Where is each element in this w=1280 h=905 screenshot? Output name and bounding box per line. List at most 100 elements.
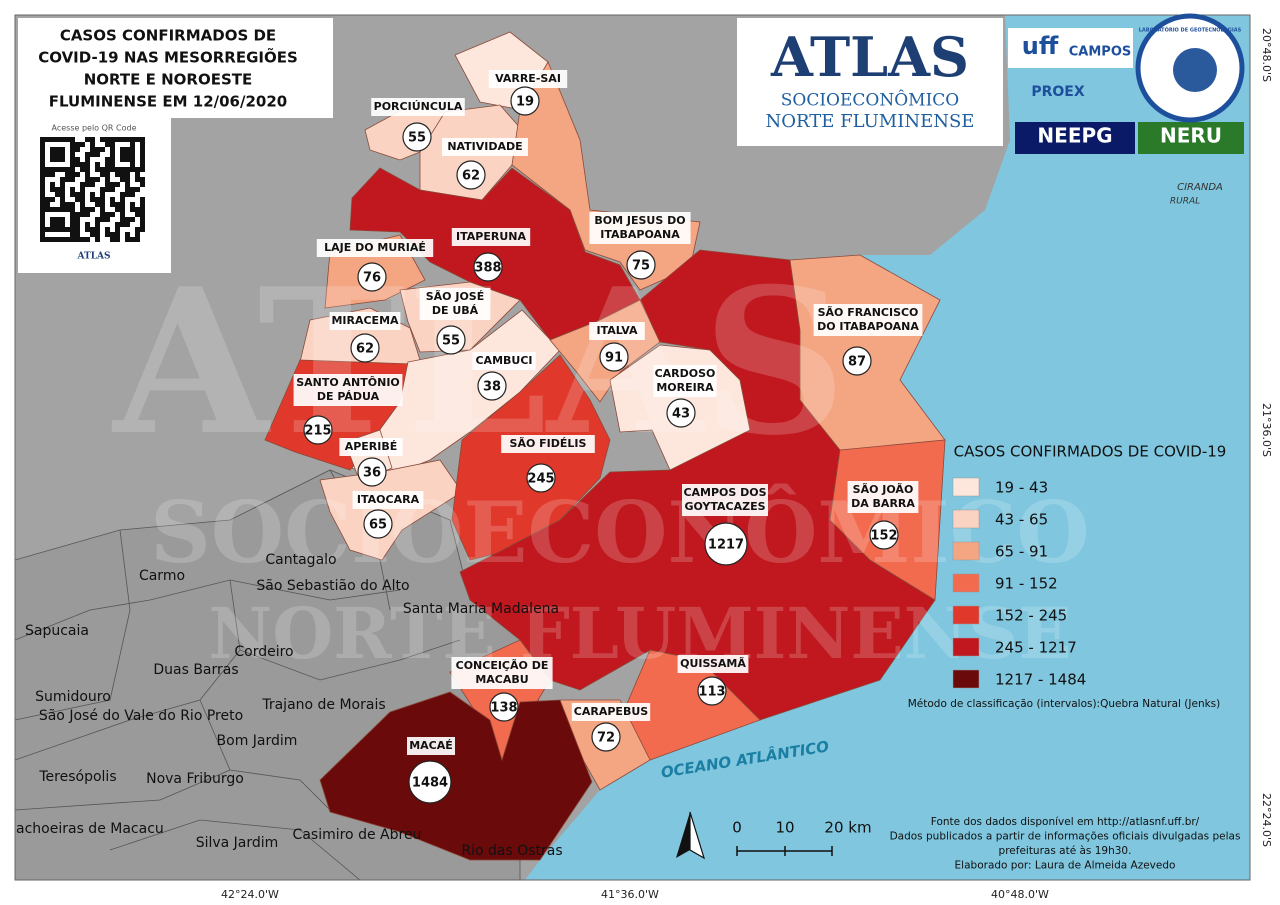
qr-cell [75,147,80,152]
qr-cell [135,187,140,192]
qr-cell [125,187,130,192]
qr-cell [50,147,55,152]
qr-cell [85,177,90,182]
qr-cell [105,182,110,187]
qr-cell [80,192,85,197]
qr-cell [80,182,85,187]
qr-cell [45,207,50,212]
logo: LABORATÓRIO DE GEOTECNOLOGIAS [1139,27,1242,34]
legend-label: 43 - 65 [995,511,1048,529]
qr-cell [90,137,95,142]
qr-cell [70,207,75,212]
qr-cell [50,217,55,222]
qr-cell [70,217,75,222]
qr-cell [70,227,75,232]
qr-cell [125,217,130,222]
qr-cell [140,137,145,142]
qr-cell [105,232,110,237]
legend-method: Método de classificação (intervalos):Que… [908,698,1221,710]
case-count: 388 [474,261,501,276]
qr-cell [120,177,125,182]
qr-cell [115,182,120,187]
qr-cell [90,142,95,147]
case-count: 19 [516,95,534,110]
qr-cell [125,137,130,142]
qr-cell [85,152,90,157]
qr-cell [100,167,105,172]
coord-label: 20°48.0'S [1260,28,1273,82]
qr-cell [40,237,45,242]
qr-cell [55,207,60,212]
coord-label: 42°24.0'W [221,888,279,901]
qr-cell [60,207,65,212]
qr-cell [40,202,45,207]
legend-label: 91 - 152 [995,575,1058,593]
qr-cell [130,217,135,222]
case-circle [436,325,466,355]
case-circle [666,398,696,428]
qr-cell [140,177,145,182]
qr-cell [50,197,55,202]
qr-cell [115,137,120,142]
qr-cell [75,192,80,197]
qr-cell [85,207,90,212]
qr-cell [90,192,95,197]
qr-cell [60,167,65,172]
qr-cell [120,157,125,162]
logo-globe [1173,48,1217,92]
municipality-name: VARRE-SAI [495,72,561,85]
qr-cell [125,172,130,177]
qr-cell [45,227,50,232]
label-box [682,484,768,516]
qr-cell [140,212,145,217]
logo: PROEX [1031,84,1085,100]
qr-brand: ATLAS [77,252,111,262]
municipality [319,459,463,561]
case-circle [408,760,452,804]
qr-cell [110,157,115,162]
neighbor-name: Santa Maria Madalena [403,601,559,617]
case-count: 245 [527,472,554,487]
qr-cell [140,162,145,167]
coord-label: 22°24.0'S [1260,793,1273,847]
logo: CIRANDA [1177,182,1223,193]
case-count: 1217 [708,538,744,553]
label-box [419,288,491,320]
municipality-name: ITAPERUNA [456,230,526,243]
qr-cell [70,162,75,167]
qr-cell [50,182,55,187]
qr-cell [130,192,135,197]
qr-cell [110,197,115,202]
north-arrow [676,812,690,858]
label-box [488,70,568,88]
case-circle [869,520,899,550]
qr-cell [45,202,50,207]
qr-cell [50,137,55,142]
logo: RURAL [1170,197,1200,207]
atlas-line: NORTE FLUMINENSE [766,111,975,132]
qr-cell [85,182,90,187]
qr-cell [120,197,125,202]
qr-cell [40,217,45,222]
coord-label: 41°36.0'W [601,888,659,901]
case-circle [477,371,507,401]
case-count: 152 [870,529,897,544]
qr-cell [40,227,45,232]
label-box [589,322,645,340]
qr-caption: Acesse pelo QR Code [52,124,137,133]
qr-cell [130,202,135,207]
logo: NEEPG [1037,124,1112,148]
qr-cell [130,137,135,142]
qr-code [40,137,145,242]
neighbor-name: Silva Jardim [196,835,279,851]
qr-cell [135,232,140,237]
qr-cell [130,237,135,242]
municipality-name: MIRACEMA [331,314,399,327]
case-count: 55 [408,131,426,146]
qr-cell [125,237,130,242]
qr-cell [50,222,55,227]
qr-cell [125,147,130,152]
label-box [653,365,717,397]
coord-label: 40°48.0'W [991,888,1049,901]
qr-cell [100,147,105,152]
